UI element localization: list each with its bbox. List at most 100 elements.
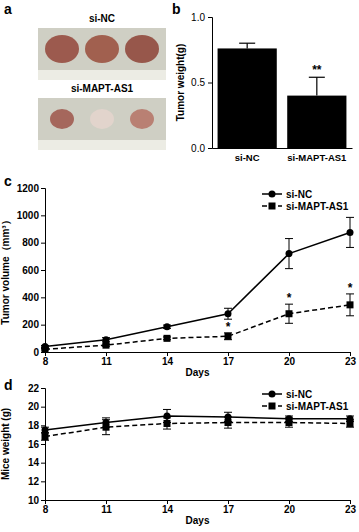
tick: 400 bbox=[22, 292, 45, 303]
tick: 17 bbox=[223, 352, 235, 367]
axis: 020040060080010001200 bbox=[17, 183, 46, 358]
tick: 0.0 bbox=[191, 143, 212, 154]
tick: 23 bbox=[345, 500, 357, 515]
error-cap bbox=[224, 428, 232, 429]
marker bbox=[347, 420, 354, 427]
error-cap bbox=[285, 238, 293, 239]
significance-mark: ** bbox=[312, 63, 322, 77]
tick-mark bbox=[41, 444, 45, 445]
marker bbox=[164, 335, 171, 342]
group-label: si-NC bbox=[89, 13, 115, 24]
tick-label: si-MAPT-AS1 bbox=[287, 152, 347, 163]
tick: 17 bbox=[223, 500, 235, 515]
tick-label: 1.0 bbox=[191, 12, 205, 23]
tick-label: 1200 bbox=[17, 183, 40, 194]
error-cap bbox=[163, 417, 171, 418]
tick: 8 bbox=[43, 500, 49, 515]
axis: 0.0 0.5 1.0 bbox=[191, 12, 212, 154]
tick-mark bbox=[41, 243, 45, 244]
marker bbox=[286, 419, 293, 426]
tick-label: 0.5 bbox=[191, 77, 205, 88]
error-stem bbox=[247, 43, 248, 48]
legend-marker bbox=[269, 191, 276, 198]
tick-mark bbox=[41, 388, 45, 389]
tick: 600 bbox=[22, 265, 45, 276]
error-bar bbox=[224, 308, 232, 319]
tick-label: 8 bbox=[43, 504, 49, 515]
tick: 23 bbox=[345, 352, 357, 367]
legend-label: si-NC bbox=[286, 389, 312, 400]
error-cap bbox=[239, 43, 255, 44]
tick-mark bbox=[41, 215, 45, 216]
tick-label: 17 bbox=[223, 504, 235, 515]
axis: 10121416182022 bbox=[28, 383, 46, 506]
legend-label: si-MAPT-AS1 bbox=[286, 201, 349, 212]
significance-mark: * bbox=[226, 320, 231, 334]
tick-label: 8 bbox=[43, 356, 49, 367]
bar bbox=[287, 96, 346, 148]
marker bbox=[286, 250, 293, 257]
error-cap bbox=[224, 308, 232, 309]
error-bar bbox=[163, 418, 171, 429]
error-cap bbox=[102, 419, 110, 420]
tick-label: 0.0 bbox=[191, 143, 205, 154]
plot-area bbox=[41, 409, 354, 440]
axis-line bbox=[208, 18, 213, 149]
marker bbox=[347, 229, 354, 236]
tick: 14 bbox=[28, 457, 45, 468]
tick-label: 20 bbox=[284, 504, 296, 515]
axis-line bbox=[41, 189, 46, 353]
tick: 20 bbox=[28, 401, 45, 412]
tick-label: 16 bbox=[28, 439, 40, 450]
tick-label: 0 bbox=[33, 347, 39, 358]
legend-item: si-NC bbox=[262, 189, 312, 200]
tick: 11 bbox=[101, 352, 112, 367]
tick: 20 bbox=[284, 500, 296, 515]
panel-label: c bbox=[4, 173, 12, 189]
tick-mark bbox=[208, 148, 212, 149]
tick-label: 400 bbox=[22, 292, 39, 303]
photo-ruler bbox=[38, 140, 166, 150]
tick: 0.5 bbox=[191, 77, 212, 88]
tick-mark bbox=[41, 425, 45, 426]
tick-mark bbox=[41, 297, 45, 298]
tick-label: 14 bbox=[28, 457, 40, 468]
marker bbox=[164, 323, 171, 330]
figure-svg: asi-NCsi-MAPT-AS10.00.51.0si-NCsi-MAPT-A… bbox=[0, 0, 359, 532]
tick-label: 14 bbox=[162, 504, 174, 515]
marker bbox=[225, 419, 232, 426]
legend-item: si-MAPT-AS1 bbox=[262, 201, 349, 212]
marker bbox=[225, 310, 232, 317]
photo bbox=[38, 98, 166, 150]
tick-label: 17 bbox=[223, 356, 235, 367]
axis-line bbox=[41, 389, 46, 501]
panel-1: 02004006008001000120081114172023DaysTumo… bbox=[0, 173, 356, 378]
tick-label: 200 bbox=[22, 319, 39, 330]
error-stem bbox=[316, 77, 317, 95]
tick: 22 bbox=[28, 383, 45, 394]
tick-label: 14 bbox=[162, 356, 174, 367]
panel-b: 0.00.51.0si-NCsi-MAPT-AS1Tumor weight(g)… bbox=[172, 1, 353, 163]
photo-ruler bbox=[38, 70, 166, 80]
plot-area bbox=[218, 43, 347, 148]
axis-line bbox=[46, 501, 351, 505]
tick-label: 23 bbox=[345, 504, 357, 515]
background bbox=[0, 0, 359, 532]
y-axis-title: Tumor weight(g) bbox=[175, 44, 186, 122]
tick: 12 bbox=[28, 476, 45, 487]
tumor-photo bbox=[85, 35, 119, 63]
legend-item: si-NC bbox=[262, 389, 312, 400]
group-label: si-MAPT-AS1 bbox=[71, 83, 134, 94]
error-cap bbox=[102, 417, 110, 418]
error-cap bbox=[285, 417, 293, 418]
error-bar bbox=[102, 420, 110, 435]
panel-label: d bbox=[4, 377, 13, 393]
legend-marker bbox=[269, 203, 276, 210]
tick-mark bbox=[41, 407, 45, 408]
tick: 20 bbox=[284, 352, 296, 367]
tick-mark bbox=[41, 325, 45, 326]
tick: 200 bbox=[22, 319, 45, 330]
tick-label: 22 bbox=[28, 383, 40, 394]
axis: 8 11 14 17 20 23 bbox=[43, 352, 357, 367]
panel-label: b bbox=[172, 1, 181, 17]
